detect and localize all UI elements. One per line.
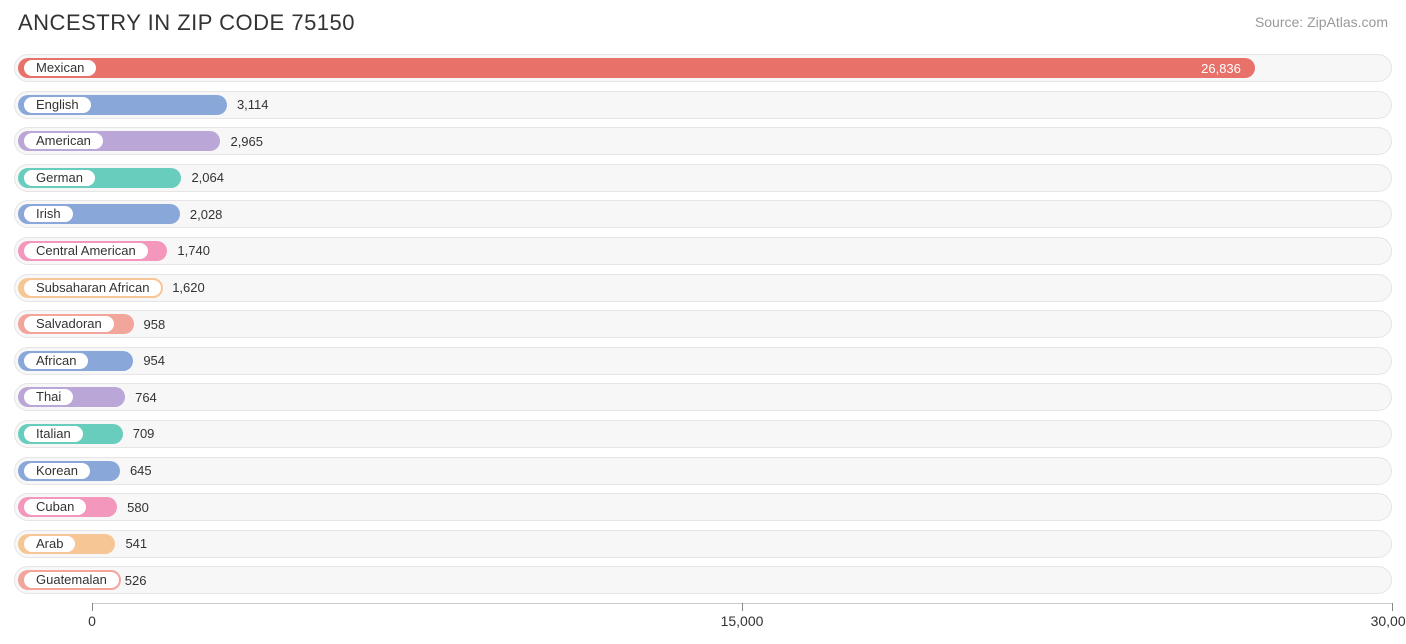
chart-title: ANCESTRY IN ZIP CODE 75150	[18, 10, 355, 36]
value-label: 580	[117, 493, 149, 521]
category-pill: Irish	[22, 204, 75, 224]
chart-source: Source: ZipAtlas.com	[1255, 14, 1388, 30]
value-label: 2,028	[180, 200, 223, 228]
bar-track	[14, 274, 1392, 302]
bar-row: English 3,114	[14, 91, 1392, 119]
bar-row: Mexican26,836	[14, 54, 1392, 82]
bar-track	[14, 347, 1392, 375]
bar-row: American 2,965	[14, 127, 1392, 155]
axis-tick	[92, 603, 93, 611]
axis-tick-label: 15,000	[721, 613, 764, 629]
category-pill: Italian	[22, 424, 85, 444]
category-pill: English	[22, 95, 93, 115]
axis-tick	[742, 603, 743, 611]
axis-tick-label: 30,000	[1371, 613, 1406, 629]
value-label: 26,836	[18, 54, 1255, 82]
bar-track	[14, 310, 1392, 338]
bar-row: German 2,064	[14, 164, 1392, 192]
bar-row: Subsaharan African1,620	[14, 274, 1392, 302]
category-pill: Central American	[22, 241, 150, 261]
value-label: 1,620	[162, 274, 205, 302]
bar-track	[14, 457, 1392, 485]
bar-row: Central American 1,740	[14, 237, 1392, 265]
category-pill: Guatemalan	[22, 570, 121, 590]
bar-row: Korean 645	[14, 457, 1392, 485]
value-label: 2,064	[181, 164, 224, 192]
category-pill: Subsaharan African	[22, 278, 163, 298]
category-pill: Salvadoran	[22, 314, 116, 334]
category-pill: Thai	[22, 387, 75, 407]
bar-row: Arab 541	[14, 530, 1392, 558]
category-pill: Cuban	[22, 497, 88, 517]
value-label: 526	[115, 566, 147, 594]
value-label: 3,114	[227, 91, 269, 119]
bar-track	[14, 493, 1392, 521]
x-axis: 015,00030,000	[14, 603, 1392, 633]
value-label: 541	[115, 530, 147, 558]
category-pill: Korean	[22, 461, 92, 481]
value-label: 954	[133, 347, 165, 375]
category-pill: American	[22, 131, 105, 151]
axis-tick	[1392, 603, 1393, 611]
value-label: 645	[120, 457, 152, 485]
value-label: 1,740	[167, 237, 210, 265]
bar-row: Italian 709	[14, 420, 1392, 448]
value-label: 709	[123, 420, 155, 448]
bar-row: African 954	[14, 347, 1392, 375]
value-label: 764	[125, 383, 157, 411]
category-pill: German	[22, 168, 97, 188]
chart-container: ANCESTRY IN ZIP CODE 75150 Source: ZipAt…	[0, 0, 1406, 644]
chart-plot-area: Mexican26,836 English 3,114 American 2,965 Ge…	[14, 54, 1392, 594]
bar-track	[14, 237, 1392, 265]
category-pill: African	[22, 351, 90, 371]
bar-row: Thai 764	[14, 383, 1392, 411]
value-label: 2,965	[220, 127, 263, 155]
bar-track	[14, 566, 1392, 594]
value-label: 958	[134, 310, 166, 338]
bar-row: Salvadoran 958	[14, 310, 1392, 338]
bar-row: Irish 2,028	[14, 200, 1392, 228]
bar-track	[14, 383, 1392, 411]
axis-tick-label: 0	[88, 613, 96, 629]
chart-header: ANCESTRY IN ZIP CODE 75150 Source: ZipAt…	[14, 10, 1392, 36]
bar-row: Cuban 580	[14, 493, 1392, 521]
category-pill: Arab	[22, 534, 77, 554]
bar-track	[14, 420, 1392, 448]
bar-track	[14, 530, 1392, 558]
bar-row: Guatemalan526	[14, 566, 1392, 594]
